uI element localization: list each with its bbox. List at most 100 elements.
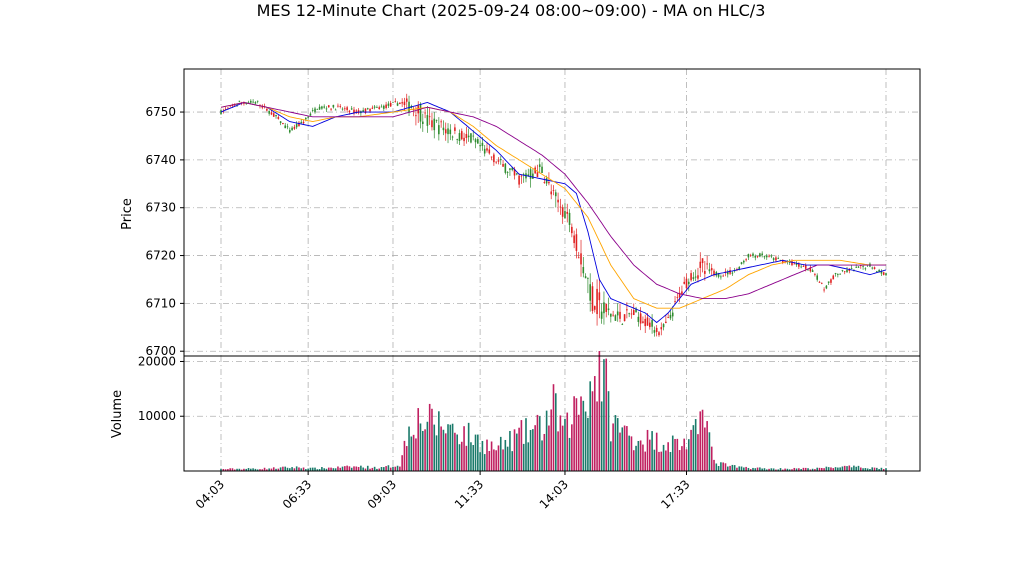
candle-body	[224, 108, 227, 110]
volume-bar	[593, 376, 596, 471]
volume-bar	[786, 468, 789, 471]
volume-bar	[394, 466, 397, 471]
volume-bar	[823, 468, 825, 471]
candle-body	[830, 279, 832, 283]
volume-bar	[399, 466, 401, 471]
volume-bar	[369, 468, 371, 471]
volume-bar	[598, 351, 601, 471]
volume-bar	[454, 432, 456, 471]
volume-bar	[525, 418, 527, 471]
x-axis-ticks: 04:03 06:33 09:03 11:33 14:03 17:33	[193, 471, 887, 512]
volume-bar	[577, 414, 580, 471]
candle-body	[440, 121, 442, 123]
volume-bar	[293, 468, 296, 471]
volume-bar	[481, 440, 484, 471]
candle-body	[552, 190, 555, 192]
volume-bar	[298, 467, 300, 471]
volume-bar	[669, 451, 672, 471]
candle-body	[843, 271, 846, 273]
volume-bar	[426, 421, 429, 471]
volume-bar	[885, 468, 887, 471]
candle-body	[658, 332, 660, 336]
candle-body	[646, 317, 649, 326]
candle-body	[612, 314, 614, 316]
volume-bar	[747, 467, 750, 471]
volume-bar	[784, 468, 786, 471]
candle-body	[731, 272, 734, 274]
volume-bar	[571, 424, 573, 471]
volume-bar	[516, 433, 518, 471]
volume-bar	[639, 440, 642, 471]
candle-body	[580, 253, 582, 265]
volume-bar	[236, 468, 238, 471]
candle-body	[545, 178, 548, 184]
candle-body	[483, 148, 486, 154]
volume-bar	[848, 465, 851, 471]
candle-body	[577, 257, 580, 259]
chart-title: MES 12-Minute Chart (2025-09-24 08:00~09…	[257, 1, 766, 20]
volume-bar	[470, 442, 472, 471]
volume-bar	[305, 469, 307, 471]
candle-body	[454, 127, 456, 131]
volume-bar	[360, 465, 362, 471]
candle-body	[376, 107, 378, 108]
volume-bar	[488, 451, 491, 471]
candle-body	[779, 259, 782, 261]
volume-bar	[788, 469, 791, 471]
volume-bar	[387, 465, 390, 471]
volume-bar	[282, 466, 284, 471]
candle-body	[717, 273, 720, 277]
candle-body	[259, 104, 261, 106]
candle-body	[603, 302, 605, 314]
volume-bar	[270, 468, 273, 471]
candle-body	[582, 267, 585, 274]
x-tick-label: 17:33	[658, 477, 692, 511]
volume-bar	[348, 466, 351, 471]
volume-bar	[809, 469, 812, 471]
volume-bar	[254, 468, 257, 471]
candle-body	[697, 275, 699, 279]
volume-bar	[710, 446, 713, 471]
volume-bar	[256, 469, 259, 471]
volume-bar	[327, 467, 330, 471]
volume-bar	[321, 467, 323, 471]
volume-bar	[403, 440, 406, 471]
volume-bar	[568, 437, 571, 471]
candle-body	[660, 327, 663, 330]
candle-body	[305, 118, 307, 120]
candle-body	[573, 235, 575, 244]
volume-bar	[596, 401, 598, 471]
candle-body	[772, 258, 775, 260]
volume-bar	[557, 431, 559, 471]
candle-body	[243, 103, 245, 104]
candle-body	[738, 267, 741, 270]
volume-bar	[421, 430, 424, 471]
volume-bar	[777, 469, 780, 471]
volume-bar	[383, 467, 385, 471]
candle-body	[346, 107, 348, 110]
candle-body	[839, 273, 841, 275]
volume-bar	[389, 467, 392, 471]
volume-bar	[513, 429, 516, 471]
volume-bar	[802, 467, 805, 471]
moving-average-line	[220, 102, 886, 309]
volume-bar	[222, 468, 225, 471]
volume-bar	[378, 468, 381, 471]
volume-bar	[474, 434, 477, 471]
volume-bar	[415, 438, 417, 471]
candle-body	[740, 262, 743, 264]
candle-body	[380, 106, 383, 108]
candle-body	[846, 269, 848, 273]
volume-bar	[667, 442, 669, 471]
volume-bar	[607, 391, 610, 471]
candle-body	[566, 211, 569, 214]
candle-body	[518, 175, 520, 185]
volume-bar	[825, 466, 828, 471]
volume-bar	[715, 463, 718, 471]
volume-bar	[708, 432, 711, 471]
volume-bar	[493, 449, 495, 471]
volume-panel-frame	[183, 355, 921, 472]
volume-bar	[431, 408, 433, 471]
moving-average-line	[220, 102, 886, 300]
volume-bar	[224, 469, 227, 471]
